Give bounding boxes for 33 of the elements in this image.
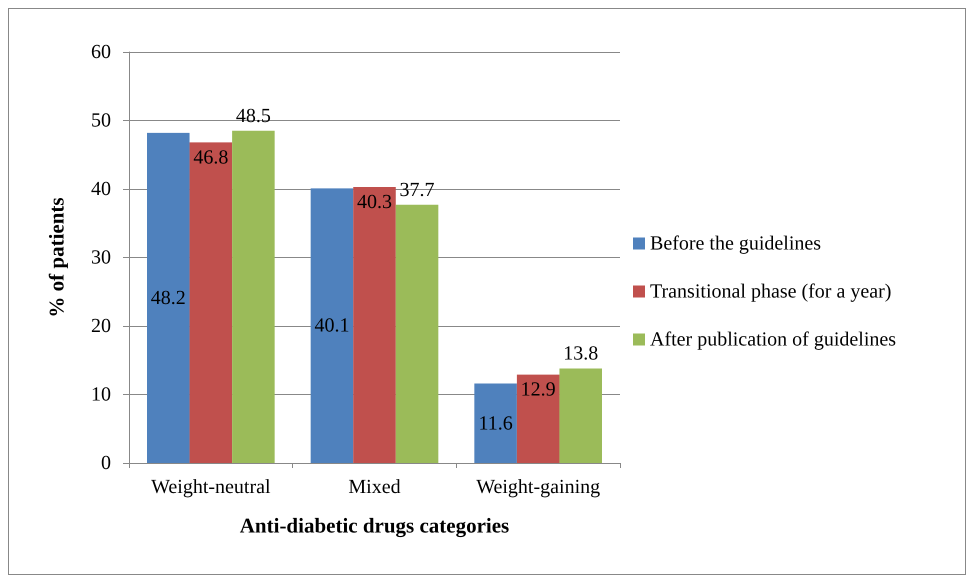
legend-label: After publication of guidelines: [650, 328, 896, 350]
data-label: 12.9: [520, 378, 556, 401]
data-label: 13.8: [563, 342, 598, 364]
data-label: 40.3: [357, 190, 392, 213]
bar: [310, 188, 354, 463]
legend-label: Before the guidelines: [650, 232, 822, 254]
x-tick-label: Weight-gaining: [476, 476, 600, 498]
data-label: 46.8: [193, 146, 228, 168]
data-label: 11.6: [478, 412, 513, 434]
bar: [474, 384, 517, 463]
x-tick-label: Weight-neutral: [151, 476, 272, 498]
y-tick-label: 40: [91, 178, 111, 200]
y-tick-label: 60: [91, 41, 111, 63]
x-tick-label: Mixed: [348, 476, 401, 498]
y-tick-label: 10: [91, 384, 111, 406]
y-tick-label: 0: [101, 452, 111, 474]
bar: [559, 368, 602, 463]
bar: [516, 374, 560, 463]
x-axis-title: Anti-diabetic drugs categories: [240, 514, 510, 538]
data-label: 40.1: [314, 314, 350, 337]
bar: [396, 204, 438, 463]
y-tick-label: 20: [91, 315, 111, 337]
legend-label: Transitional phase (for a year): [650, 280, 892, 302]
bar: [147, 132, 190, 463]
data-label: 48.5: [236, 104, 271, 127]
bar: [232, 130, 275, 463]
bar: [353, 186, 396, 463]
y-tick-label: 50: [91, 110, 111, 132]
bar: [190, 142, 232, 463]
data-label: 37.7: [400, 178, 435, 201]
data-label: 48.2: [150, 286, 186, 309]
y-axis-title: % of patients: [44, 197, 68, 318]
y-tick-label: 30: [91, 246, 111, 268]
